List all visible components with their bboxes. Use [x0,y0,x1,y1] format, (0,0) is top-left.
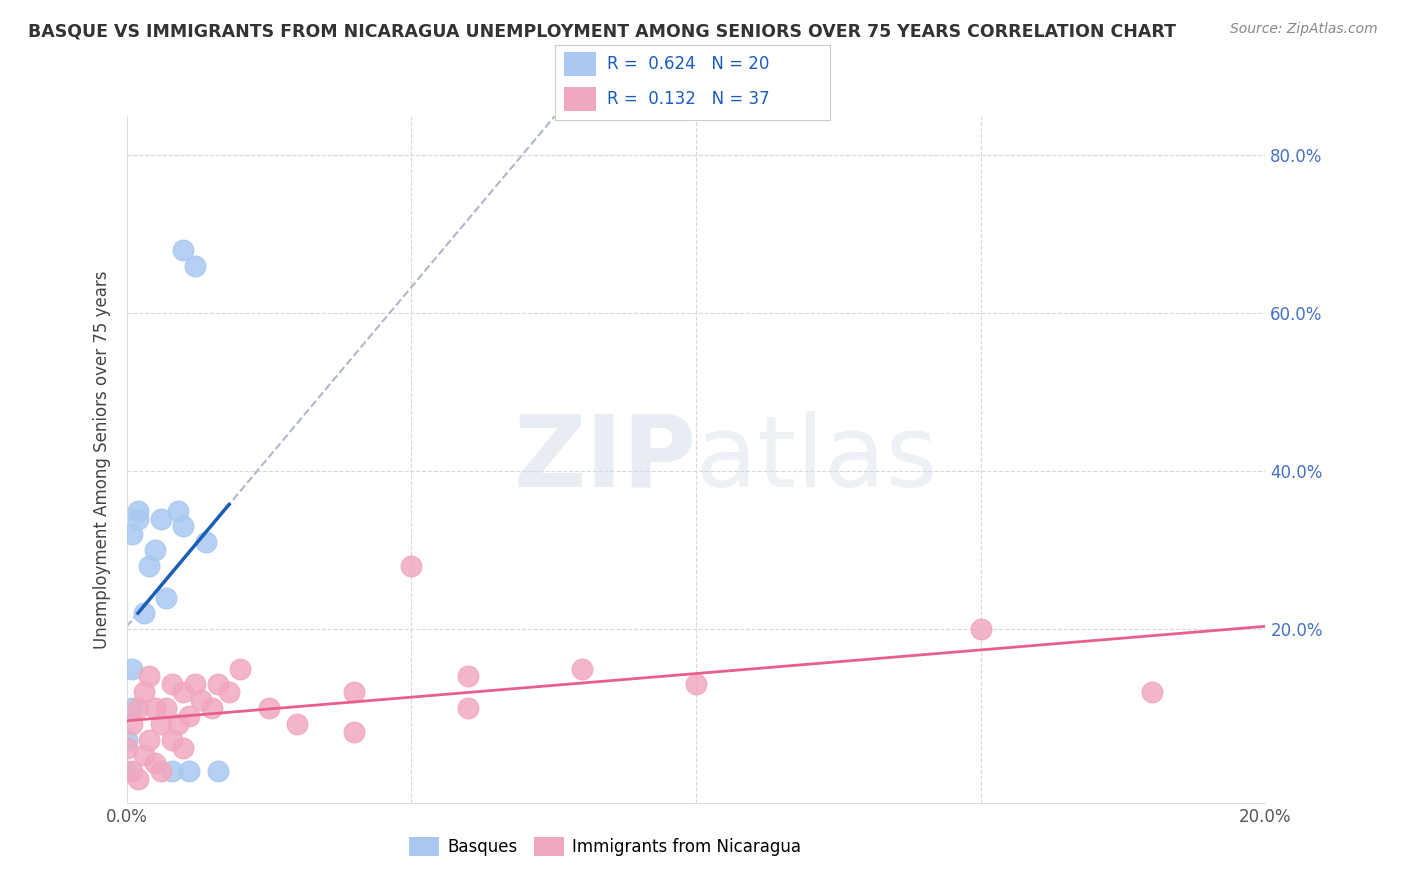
Point [121,764,143,779]
FancyBboxPatch shape [564,52,596,77]
Point [287,716,309,731]
Point [143,756,166,771]
Text: Source: ZipAtlas.com: Source: ZipAtlas.com [1230,22,1378,37]
Point [685,677,707,691]
Point [138,732,160,747]
Point [172,519,194,533]
Point [970,622,993,636]
Point [401,558,423,573]
Point [143,543,166,558]
Point [166,716,188,731]
Point [127,772,149,786]
Point [179,764,201,779]
Point [457,701,479,715]
Point [184,259,207,273]
Point [571,662,593,676]
Text: atlas: atlas [696,411,938,508]
Point [229,662,252,676]
Point [1140,685,1163,699]
Point [143,701,166,715]
Point [127,511,149,525]
Point [132,685,155,699]
Point [201,701,224,715]
Legend: Basques, Immigrants from Nicaragua: Basques, Immigrants from Nicaragua [402,830,808,863]
FancyBboxPatch shape [564,87,596,112]
Y-axis label: Unemployment Among Seniors over 75 years: Unemployment Among Seniors over 75 years [93,270,111,648]
Point [190,693,212,707]
Point [172,243,194,257]
Point [149,716,172,731]
Point [138,558,160,573]
Point [207,764,229,779]
Point [343,685,366,699]
Point [457,669,479,683]
Text: R =  0.132   N = 37: R = 0.132 N = 37 [607,90,770,108]
Point [218,685,240,699]
Text: BASQUE VS IMMIGRANTS FROM NICARAGUA UNEMPLOYMENT AMONG SENIORS OVER 75 YEARS COR: BASQUE VS IMMIGRANTS FROM NICARAGUA UNEM… [28,22,1177,40]
Point [155,591,177,605]
Point [115,740,138,755]
Point [172,740,194,755]
Point [257,701,280,715]
Point [160,732,183,747]
Point [127,701,149,715]
Point [160,764,183,779]
Text: ZIP: ZIP [513,411,696,508]
Point [160,677,183,691]
Point [121,716,143,731]
Point [121,527,143,541]
Point [155,701,177,715]
Point [184,677,207,691]
Point [149,764,172,779]
Point [132,748,155,763]
Point [138,669,160,683]
Point [343,724,366,739]
Point [149,511,172,525]
Point [115,732,138,747]
Point [207,677,229,691]
Point [132,607,155,621]
Text: R =  0.624   N = 20: R = 0.624 N = 20 [607,55,770,73]
Point [172,685,194,699]
Point [195,535,218,549]
Point [166,504,188,518]
Point [121,662,143,676]
Point [179,709,201,723]
Point [121,701,143,715]
Point [115,764,138,779]
Point [127,504,149,518]
